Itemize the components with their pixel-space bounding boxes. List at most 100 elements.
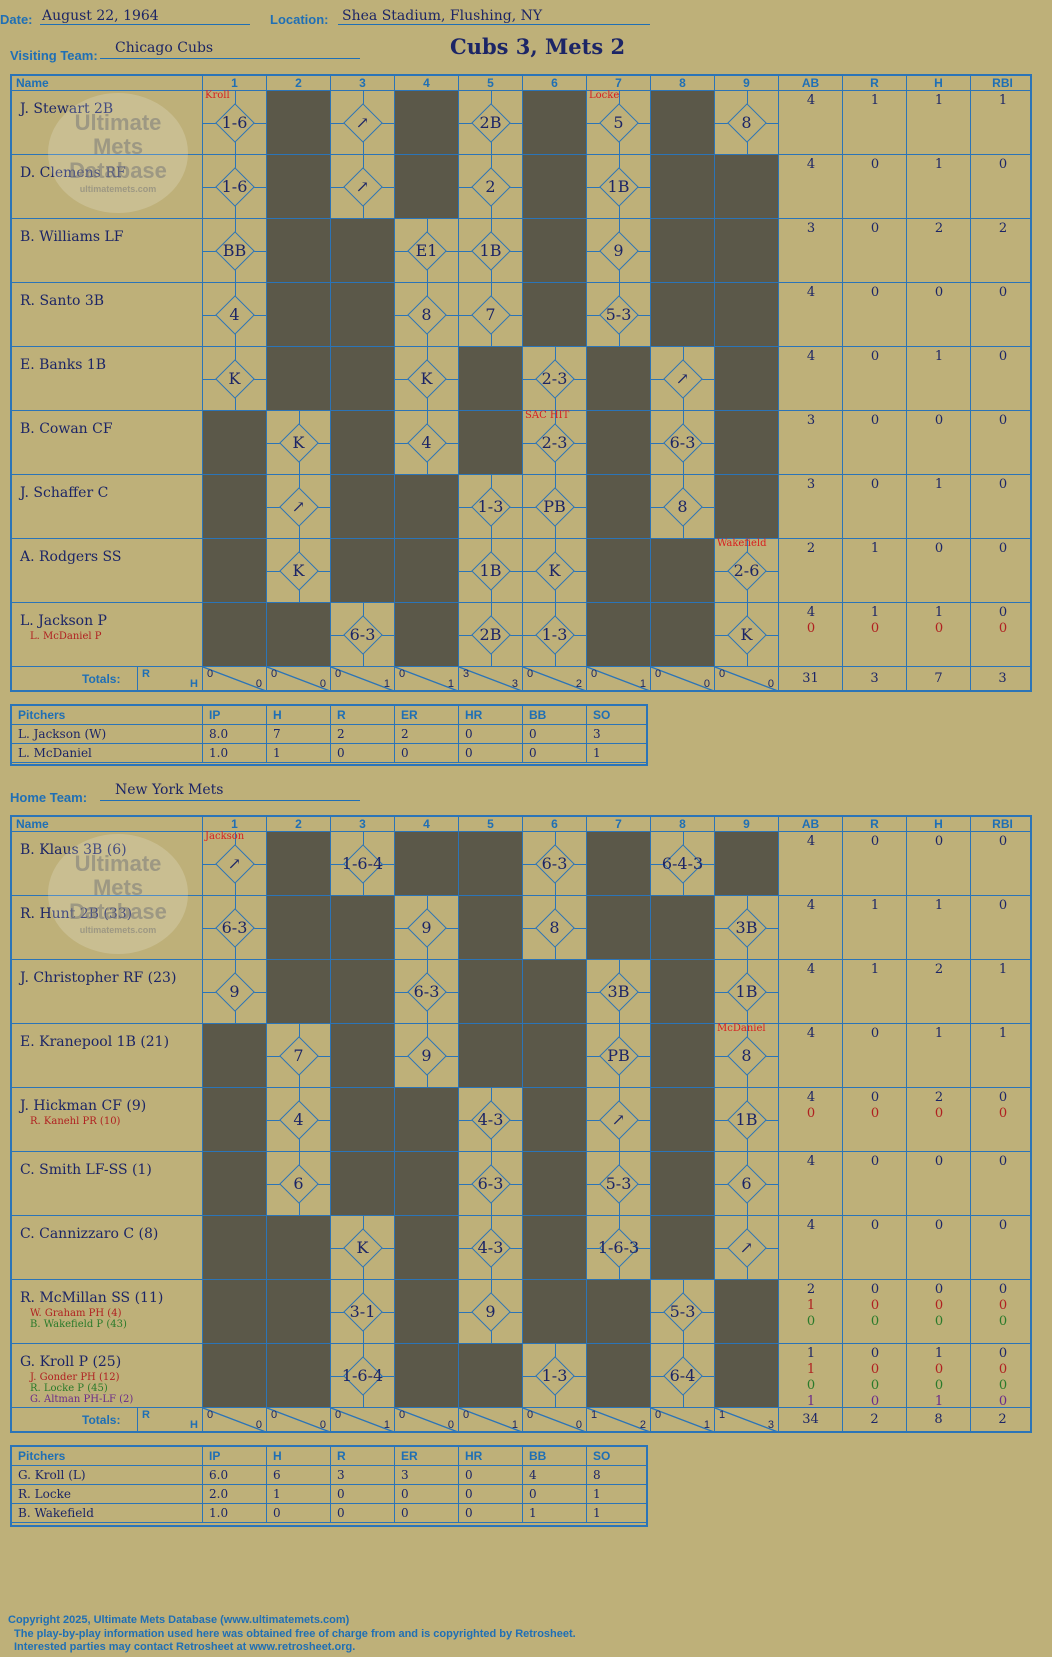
stat-total: 3	[970, 667, 1034, 691]
at-bat-cell: 6-3	[650, 411, 714, 474]
at-bat-cell	[394, 1280, 458, 1343]
pitcher-stat: 1	[586, 1504, 648, 1522]
play-mark: 3B	[607, 981, 630, 1001]
column-header-inning: 4	[394, 817, 458, 832]
stat-value: 3	[806, 413, 816, 428]
play-mark: 9	[421, 917, 432, 937]
at-bat-cell	[202, 1344, 266, 1407]
batter-row: E. Kranepool 1B (21) 7 9 PB 8 McDaniel 4 0 1 1	[12, 1023, 1030, 1088]
at-bat-cell	[458, 1024, 522, 1087]
at-bat-cell	[650, 283, 714, 346]
stat-cell: 0	[970, 283, 1034, 346]
column-header-inning: 3	[330, 817, 394, 832]
column-header-stat: R	[842, 817, 906, 832]
stat-cell: 1	[970, 960, 1034, 1023]
stat-value: 0	[934, 285, 944, 300]
stat-cell: 0	[970, 155, 1034, 218]
stat-value: 0	[870, 1282, 880, 1297]
batter-row: L. Jackson P L. McDaniel P 6-3 2B 1-3 K 4 0 1 0 1 0…	[12, 603, 1030, 667]
watermark-text: Mets	[92, 134, 144, 159]
at-bat-cell	[650, 960, 714, 1023]
at-bat-cell	[714, 1280, 778, 1343]
stat-cell: 3	[778, 219, 842, 282]
at-bat-cell	[266, 155, 330, 218]
column-header-inning: 7	[586, 76, 650, 91]
stat-value: 0	[998, 1106, 1008, 1121]
at-bat-cell: 8	[650, 475, 714, 538]
at-bat-cell	[330, 1088, 394, 1151]
batter-row: B. Williams LF BB E1 1B 9 3 0 2 2	[12, 219, 1030, 283]
at-bat-cell	[650, 91, 714, 154]
at-bat-cell	[394, 1344, 458, 1407]
stat-cell: 1	[842, 896, 906, 959]
batter-row: A. Rodgers SS K 1B K 2-6 Wakefield 2 1 0 0	[12, 538, 1030, 603]
play-note: Kroll	[205, 90, 230, 101]
stat-value: 1	[870, 605, 880, 620]
stat-value: 1	[934, 349, 944, 364]
location-underline	[338, 24, 650, 25]
inning-hits: 0	[575, 1419, 582, 1431]
at-bat-cell	[714, 1344, 778, 1407]
play-mark: K	[356, 1237, 369, 1257]
at-bat-cell: 5-3	[586, 283, 650, 346]
inning-runs: 0	[591, 668, 598, 680]
at-bat-cell: 9	[394, 1024, 458, 1087]
pitcher-stat: 8	[586, 1466, 648, 1484]
at-bat-cell	[586, 475, 650, 538]
batter-name: R. McMillan SS (11)	[20, 1290, 164, 1306]
at-bat-cell: 2	[458, 155, 522, 218]
batter-name: J. Schaffer C	[20, 485, 109, 501]
at-bat-cell	[394, 475, 458, 538]
stat-value: 0	[870, 1314, 880, 1329]
stat-cell: 4	[778, 1152, 842, 1215]
substitute-name: W. Graham PH (4)	[30, 1308, 122, 1319]
inning-runs: 0	[207, 1409, 214, 1421]
pitcher-stat: 0	[458, 1466, 522, 1484]
at-bat-cell: 6	[714, 1152, 778, 1215]
play-mark: 6	[741, 1173, 752, 1193]
play-mark: 4-3	[477, 1109, 504, 1129]
at-bat-cell	[266, 1344, 330, 1407]
stat-value: 0	[934, 1154, 944, 1169]
batter-row: G. Kroll P (25) J. Gonder PH (12) R. Locke…	[12, 1344, 1030, 1409]
stat-value: 4	[806, 898, 816, 913]
at-bat-cell	[202, 539, 266, 602]
stat-value: 0	[998, 1218, 1008, 1233]
play-mark: 1B	[479, 240, 502, 260]
pitcher-stat: 0	[330, 1485, 394, 1503]
at-bat-cell	[522, 1024, 586, 1087]
stat-value: 1	[998, 1026, 1008, 1041]
at-bat-cell: 7	[458, 283, 522, 346]
stat-cell: 0	[842, 1024, 906, 1087]
stat-cell: 1	[842, 539, 906, 602]
play-mark: 6-4-3	[661, 853, 704, 873]
at-bat-cell	[394, 155, 458, 218]
at-bat-cell	[330, 475, 394, 538]
at-bat-cell	[266, 896, 330, 959]
at-bat-cell: E1	[394, 219, 458, 282]
stat-cell: 0	[842, 475, 906, 538]
stat-value: 0	[806, 1314, 816, 1329]
stat-cell: 4	[778, 347, 842, 410]
stat-value: 4	[806, 1026, 816, 1041]
at-bat-cell: 8 McDaniel	[714, 1023, 778, 1087]
at-bat-cell	[458, 832, 522, 895]
at-bat-cell	[522, 1216, 586, 1279]
pitcher-stat: 1	[586, 1485, 648, 1503]
watermark-url: ultimatemets.com	[79, 184, 157, 194]
stat-cell: 4	[778, 283, 842, 346]
batter-row: J. Hickman CF (9) R. Kanehl PR (10) 4 4-3 ↗ 1…	[12, 1088, 1030, 1152]
at-bat-cell: BB	[202, 219, 266, 282]
pitcher-row: L. Jackson (W) 8.0 7 2 2 0 0 3	[12, 725, 646, 744]
play-mark: 1-6-3	[597, 1237, 640, 1257]
at-bat-cell	[650, 219, 714, 282]
